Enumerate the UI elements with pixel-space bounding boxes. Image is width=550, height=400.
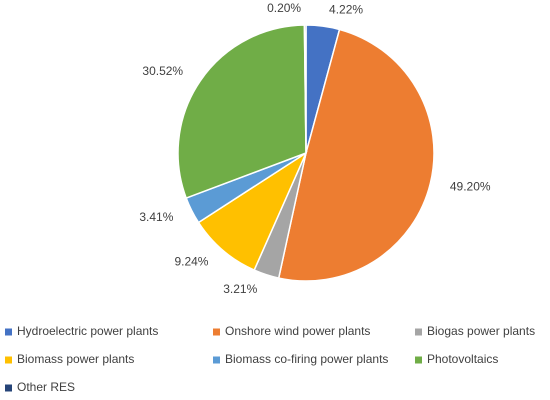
data-label: 4.22% <box>329 2 363 16</box>
legend-label: Photovoltaics <box>427 352 498 366</box>
legend-swatch <box>213 356 220 364</box>
legend-label: Biomass power plants <box>17 352 134 366</box>
legend-label: Hydroelectric power plants <box>17 324 158 338</box>
data-label: 30.52% <box>142 64 183 78</box>
legend-swatch <box>5 356 12 364</box>
data-label: 3.41% <box>139 210 173 224</box>
data-label: 3.21% <box>223 282 257 296</box>
data-label: 9.24% <box>174 255 208 269</box>
pie-slice <box>277 28 435 282</box>
legend-swatch <box>5 328 12 336</box>
legend-swatch <box>415 328 422 336</box>
pie-slice <box>303 24 307 154</box>
pie-slice <box>177 24 307 199</box>
legend-label: Biogas power plants <box>427 324 535 338</box>
legend-swatch <box>5 384 12 392</box>
legend-label: Biomass co-firing power plants <box>225 352 388 366</box>
legend-label: Onshore wind power plants <box>225 324 370 338</box>
data-label: 0.20% <box>267 1 301 15</box>
legend-swatch <box>415 356 422 364</box>
legend-label: Other RES <box>17 380 75 394</box>
legend-swatch <box>213 328 220 336</box>
data-label: 49.20% <box>450 179 491 193</box>
